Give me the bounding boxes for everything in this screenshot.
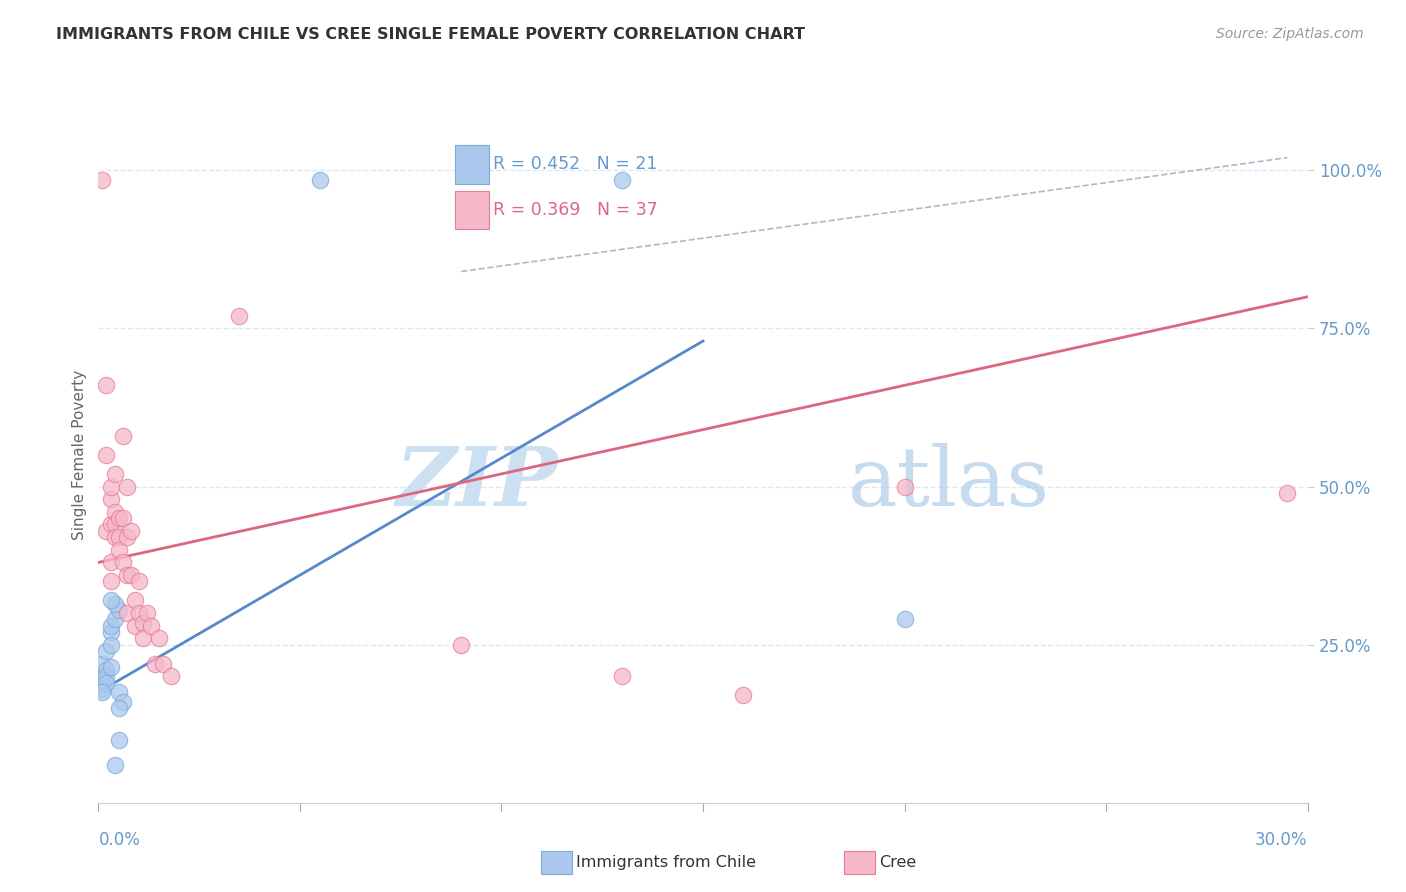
- Point: [103, 597, 125, 611]
- Point: [450, 638, 472, 652]
- Point: [128, 606, 150, 620]
- Point: [120, 568, 142, 582]
- Point: [309, 173, 332, 187]
- Point: [115, 606, 138, 620]
- Point: [100, 517, 122, 532]
- Point: [100, 574, 122, 589]
- Point: [103, 467, 125, 481]
- Point: [893, 612, 915, 626]
- Point: [128, 574, 150, 589]
- Point: [103, 757, 125, 772]
- Point: [96, 669, 118, 683]
- Point: [100, 638, 122, 652]
- Text: Cree: Cree: [879, 855, 915, 870]
- Point: [139, 618, 162, 632]
- Point: [733, 688, 755, 702]
- Point: [115, 530, 138, 544]
- Point: [1277, 486, 1299, 500]
- Text: 30.0%: 30.0%: [1256, 830, 1308, 848]
- Point: [91, 685, 114, 699]
- Point: [96, 524, 118, 538]
- Point: [115, 568, 138, 582]
- Point: [103, 517, 125, 532]
- Point: [115, 479, 138, 493]
- Point: [135, 606, 157, 620]
- Point: [152, 657, 174, 671]
- Point: [96, 448, 118, 462]
- Point: [107, 542, 129, 557]
- Text: ZIP: ZIP: [395, 442, 558, 523]
- Point: [143, 657, 166, 671]
- Text: atlas: atlas: [848, 442, 1050, 523]
- Text: IMMIGRANTS FROM CHILE VS CREE SINGLE FEMALE POVERTY CORRELATION CHART: IMMIGRANTS FROM CHILE VS CREE SINGLE FEM…: [56, 27, 806, 42]
- Point: [111, 695, 134, 709]
- Point: [96, 663, 118, 677]
- Point: [612, 173, 634, 187]
- Point: [100, 660, 122, 674]
- Point: [124, 618, 146, 632]
- Y-axis label: Single Female Poverty: Single Female Poverty: [72, 370, 87, 540]
- Point: [103, 505, 125, 519]
- Text: Immigrants from Chile: Immigrants from Chile: [576, 855, 756, 870]
- Point: [100, 479, 122, 493]
- Text: R = 0.452   N = 21: R = 0.452 N = 21: [494, 155, 658, 173]
- Text: 0.0%: 0.0%: [98, 830, 141, 848]
- Text: Source: ZipAtlas.com: Source: ZipAtlas.com: [1216, 27, 1364, 41]
- Point: [107, 511, 129, 525]
- Point: [100, 593, 122, 607]
- Point: [100, 625, 122, 640]
- Point: [132, 615, 155, 630]
- Point: [120, 524, 142, 538]
- Bar: [456, 191, 489, 229]
- Point: [103, 530, 125, 544]
- Bar: [456, 145, 489, 184]
- Point: [111, 429, 134, 443]
- Point: [91, 657, 114, 671]
- Point: [100, 618, 122, 632]
- Point: [91, 173, 114, 187]
- Point: [100, 556, 122, 570]
- Point: [103, 612, 125, 626]
- Point: [612, 669, 634, 683]
- Point: [228, 309, 250, 323]
- Text: R = 0.369   N = 37: R = 0.369 N = 37: [494, 201, 658, 219]
- Point: [96, 378, 118, 392]
- Point: [107, 603, 129, 617]
- Point: [160, 669, 183, 683]
- Point: [893, 479, 915, 493]
- Point: [107, 685, 129, 699]
- Point: [91, 681, 114, 696]
- Point: [91, 669, 114, 683]
- Point: [111, 511, 134, 525]
- Point: [124, 593, 146, 607]
- Point: [132, 632, 155, 646]
- Point: [100, 492, 122, 507]
- Point: [107, 701, 129, 715]
- Point: [148, 632, 170, 646]
- Point: [96, 644, 118, 658]
- Point: [107, 530, 129, 544]
- Point: [111, 556, 134, 570]
- Point: [96, 675, 118, 690]
- Point: [107, 732, 129, 747]
